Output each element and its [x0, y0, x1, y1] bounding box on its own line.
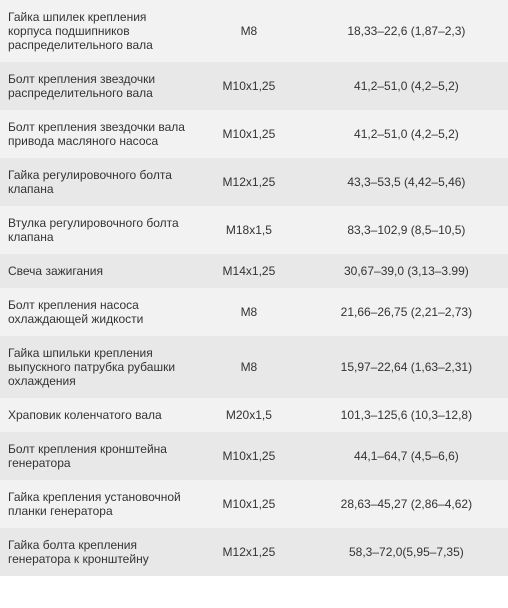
table-row: Храповик коленчатого валаМ20х1,5101,3–12…	[0, 398, 508, 432]
torque-spec-table: Гайка шпилек крепления корпуса подшипник…	[0, 0, 508, 576]
cell-thread: М20х1,5	[193, 398, 305, 432]
cell-torque: 21,66–26,75 (2,21–2,73)	[305, 288, 508, 336]
cell-name: Втулка регулировочного болта клапана	[0, 206, 193, 254]
table-row: Болт крепления звездочки распределительн…	[0, 62, 508, 110]
cell-torque: 28,63–45,27 (2,86–4,62)	[305, 480, 508, 528]
cell-name: Гайка болта крепления генератора к кронш…	[0, 528, 193, 576]
table-body: Гайка шпилек крепления корпуса подшипник…	[0, 0, 508, 576]
cell-torque: 58,3–72,0(5,95–7,35)	[305, 528, 508, 576]
cell-name: Гайка шпилек крепления корпуса подшипник…	[0, 0, 193, 62]
table-row: Свеча зажиганияМ14х1,2530,67–39,0 (3,13–…	[0, 254, 508, 288]
table-row: Втулка регулировочного болта клапанаМ18х…	[0, 206, 508, 254]
cell-thread: М14х1,25	[193, 254, 305, 288]
cell-torque: 83,3–102,9 (8,5–10,5)	[305, 206, 508, 254]
cell-name: Гайка регулировочного болта клапана	[0, 158, 193, 206]
cell-name: Болт крепления звездочки вала привода ма…	[0, 110, 193, 158]
cell-name: Болт крепления кронштейна генератора	[0, 432, 193, 480]
cell-name: Болт крепления звездочки распределительн…	[0, 62, 193, 110]
cell-thread: М8	[193, 0, 305, 62]
cell-name: Гайка крепления установочной планки гене…	[0, 480, 193, 528]
cell-thread: М10х1,25	[193, 432, 305, 480]
cell-torque: 15,97–22,64 (1,63–2,31)	[305, 336, 508, 398]
cell-thread: М12х1,25	[193, 158, 305, 206]
cell-torque: 18,33–22,6 (1,87–2,3)	[305, 0, 508, 62]
table-row: Болт крепления кронштейна генератораМ10х…	[0, 432, 508, 480]
cell-name: Гайка шпильки крепления выпускного патру…	[0, 336, 193, 398]
table-row: Болт крепления звездочки вала привода ма…	[0, 110, 508, 158]
table-row: Гайка шпилек крепления корпуса подшипник…	[0, 0, 508, 62]
table-row: Гайка шпильки крепления выпускного патру…	[0, 336, 508, 398]
table-row: Гайка регулировочного болта клапанаМ12х1…	[0, 158, 508, 206]
cell-thread: М10х1,25	[193, 62, 305, 110]
cell-name: Храповик коленчатого вала	[0, 398, 193, 432]
cell-thread: М18х1,5	[193, 206, 305, 254]
cell-thread: М12х1,25	[193, 528, 305, 576]
cell-torque: 30,67–39,0 (3,13–3.99)	[305, 254, 508, 288]
cell-torque: 44,1–64,7 (4,5–6,6)	[305, 432, 508, 480]
cell-torque: 101,3–125,6 (10,3–12,8)	[305, 398, 508, 432]
cell-thread: М8	[193, 336, 305, 398]
cell-thread: М10х1,25	[193, 110, 305, 158]
table-row: Гайка болта крепления генератора к кронш…	[0, 528, 508, 576]
table-row: Гайка крепления установочной планки гене…	[0, 480, 508, 528]
cell-torque: 41,2–51,0 (4,2–5,2)	[305, 62, 508, 110]
cell-torque: 43,3–53,5 (4,42–5,46)	[305, 158, 508, 206]
table-row: Болт крепления насоса охлаждающей жидкос…	[0, 288, 508, 336]
cell-name: Болт крепления насоса охлаждающей жидкос…	[0, 288, 193, 336]
cell-thread: М8	[193, 288, 305, 336]
cell-thread: М10х1,25	[193, 480, 305, 528]
cell-name: Свеча зажигания	[0, 254, 193, 288]
cell-torque: 41,2–51,0 (4,2–5,2)	[305, 110, 508, 158]
